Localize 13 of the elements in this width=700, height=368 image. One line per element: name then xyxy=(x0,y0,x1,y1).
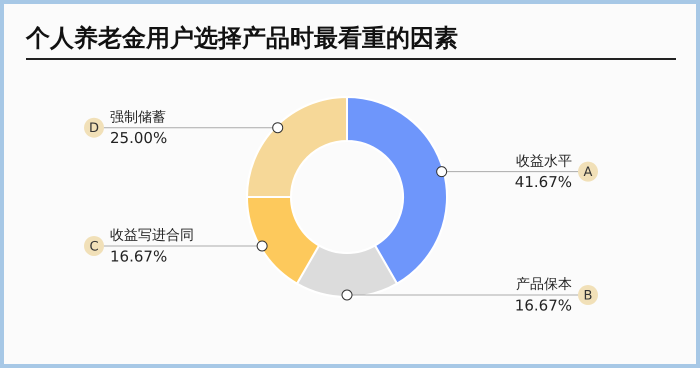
text: C xyxy=(89,239,99,254)
text: A xyxy=(584,165,593,180)
data-label: 16.67% xyxy=(514,296,572,314)
data-label: 41.67% xyxy=(514,173,572,192)
data-label: 25.00% xyxy=(110,129,168,148)
chart-title: 个人养老金用户选择产品时最看重的因素 xyxy=(26,23,458,54)
data-label: 16.67% xyxy=(110,247,168,266)
text: D xyxy=(88,121,100,136)
slice-label: 强制储蓄 xyxy=(110,109,166,126)
slice-label: 收益写进合同 xyxy=(110,228,194,244)
slice-label: 产品保本 xyxy=(516,276,572,293)
slice-label: 收益水平 xyxy=(516,153,572,170)
text: B xyxy=(584,288,592,304)
